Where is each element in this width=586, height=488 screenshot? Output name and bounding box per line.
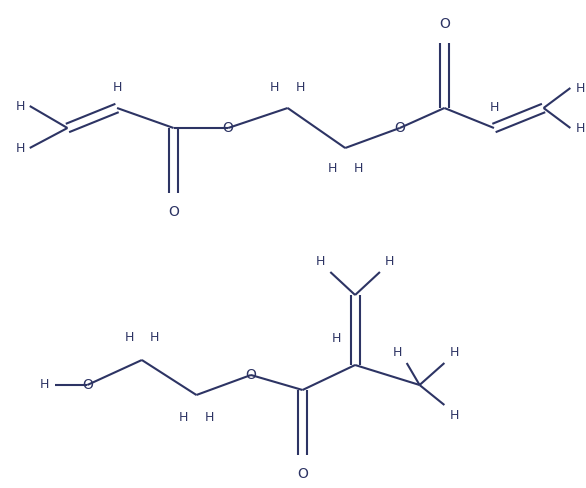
Text: H: H: [40, 379, 50, 391]
Text: H: H: [489, 101, 499, 114]
Text: H: H: [270, 81, 280, 94]
Text: O: O: [82, 378, 93, 392]
Text: H: H: [124, 331, 134, 344]
Text: O: O: [223, 121, 234, 135]
Text: O: O: [439, 17, 450, 31]
Text: H: H: [15, 142, 25, 155]
Text: O: O: [297, 467, 308, 481]
Text: H: H: [393, 346, 402, 359]
Text: H: H: [205, 411, 214, 424]
Text: H: H: [150, 331, 159, 344]
Text: H: H: [449, 409, 459, 422]
Text: H: H: [316, 255, 325, 268]
Text: H: H: [113, 81, 122, 94]
Text: H: H: [15, 100, 25, 113]
Text: O: O: [246, 368, 257, 382]
Text: H: H: [332, 331, 341, 345]
Text: H: H: [575, 81, 585, 95]
Text: O: O: [394, 121, 405, 135]
Text: H: H: [353, 162, 363, 175]
Text: H: H: [179, 411, 188, 424]
Text: H: H: [449, 346, 459, 359]
Text: O: O: [168, 205, 179, 219]
Text: H: H: [328, 162, 337, 175]
Text: H: H: [296, 81, 305, 94]
Text: H: H: [575, 122, 585, 135]
Text: H: H: [385, 255, 394, 268]
